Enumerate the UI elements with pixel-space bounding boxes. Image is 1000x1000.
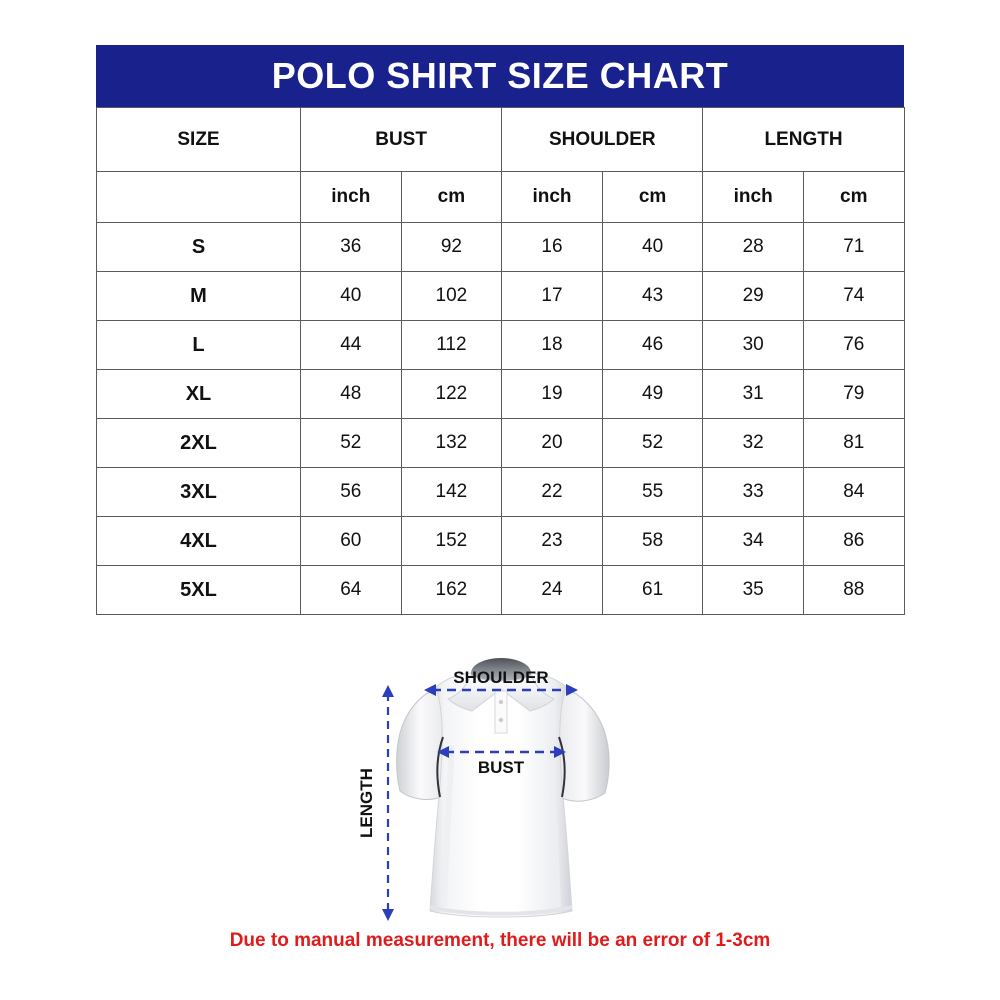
cell-shoulder-inch: 19 xyxy=(501,369,603,419)
bust-label: BUST xyxy=(478,758,525,777)
cell-length-cm: 79 xyxy=(802,369,905,419)
cell-length-inch: 35 xyxy=(702,565,804,615)
cell-length-cm: 86 xyxy=(802,516,905,566)
cell-shoulder-inch: 24 xyxy=(501,565,603,615)
page-title: POLO SHIRT SIZE CHART xyxy=(96,45,904,107)
cell-length-cm: 74 xyxy=(802,271,905,321)
shirt-placket xyxy=(494,690,508,734)
table-row: 4XL 60 152 23 58 34 86 xyxy=(96,516,905,566)
table-row: L 44 112 18 46 30 76 xyxy=(96,320,905,370)
cell-shoulder-cm: 40 xyxy=(601,222,704,272)
cell-length-cm: 76 xyxy=(802,320,905,370)
shirt-armhole-right xyxy=(558,736,566,798)
cell-size: S xyxy=(96,222,301,272)
cell-bust-inch: 44 xyxy=(300,320,402,370)
table-unit-header-row: inch cm inch cm inch cm xyxy=(96,171,905,223)
cell-length-inch: 28 xyxy=(702,222,804,272)
cell-bust-inch: 56 xyxy=(300,467,402,517)
shirt-fold-left xyxy=(441,744,455,908)
measurement-diagram: SHOULDER BUST LENGTH xyxy=(0,625,1000,935)
cell-bust-cm: 112 xyxy=(400,320,503,370)
cell-shoulder-inch: 20 xyxy=(501,418,603,468)
shirt-button-top xyxy=(498,699,504,705)
cell-length-cm: 88 xyxy=(802,565,905,615)
shirt-body xyxy=(429,672,573,918)
cell-shoulder-cm: 52 xyxy=(601,418,704,468)
cell-bust-cm: 162 xyxy=(400,565,503,615)
cell-shoulder-cm: 58 xyxy=(601,516,704,566)
cell-length-inch: 34 xyxy=(702,516,804,566)
cell-length-inch: 30 xyxy=(702,320,804,370)
cell-shoulder-inch: 22 xyxy=(501,467,603,517)
unit-bust-inch: inch xyxy=(300,171,402,223)
measurement-note: Due to manual measurement, there will be… xyxy=(229,930,771,951)
size-table: SIZE BUST SHOULDER LENGTH inch cm inch c… xyxy=(96,107,905,615)
cell-size: XL xyxy=(96,369,301,419)
table-row: 2XL 52 132 20 52 32 81 xyxy=(96,418,905,468)
table-row: XL 48 122 19 49 31 79 xyxy=(96,369,905,419)
shirt-fold-right xyxy=(547,744,561,908)
bust-measure-arrow xyxy=(437,746,566,758)
cell-bust-cm: 92 xyxy=(400,222,503,272)
length-measure-arrow xyxy=(382,685,394,921)
cell-bust-inch: 52 xyxy=(300,418,402,468)
cell-shoulder-inch: 17 xyxy=(501,271,603,321)
cell-size: L xyxy=(96,320,301,370)
cell-shoulder-cm: 43 xyxy=(601,271,704,321)
shirt-collar xyxy=(447,674,555,712)
cell-size: 5XL xyxy=(96,565,301,615)
cell-length-cm: 81 xyxy=(802,418,905,468)
cell-bust-cm: 152 xyxy=(400,516,503,566)
unit-blank-cell xyxy=(96,171,301,223)
cell-length-inch: 33 xyxy=(702,467,804,517)
unit-length-cm: cm xyxy=(802,171,905,223)
table-row: S 36 92 16 40 28 71 xyxy=(96,222,905,272)
cell-bust-cm: 102 xyxy=(400,271,503,321)
cell-size: 3XL xyxy=(96,467,301,517)
cell-shoulder-cm: 46 xyxy=(601,320,704,370)
cell-size: 2XL xyxy=(96,418,301,468)
cell-bust-inch: 60 xyxy=(300,516,402,566)
table-row: 5XL 64 162 24 61 35 88 xyxy=(96,565,905,615)
unit-length-inch: inch xyxy=(702,171,804,223)
cell-shoulder-inch: 18 xyxy=(501,320,603,370)
cell-size: M xyxy=(96,271,301,321)
unit-shoulder-cm: cm xyxy=(601,171,704,223)
cell-bust-inch: 48 xyxy=(300,369,402,419)
table-row: M 40 102 17 43 29 74 xyxy=(96,271,905,321)
unit-shoulder-inch: inch xyxy=(501,171,603,223)
shoulder-label: SHOULDER xyxy=(453,668,548,687)
cell-bust-cm: 132 xyxy=(400,418,503,468)
shirt-button-bottom xyxy=(498,717,504,723)
cell-bust-cm: 142 xyxy=(400,467,503,517)
column-header-bust: BUST xyxy=(299,107,503,172)
cell-bust-inch: 36 xyxy=(300,222,402,272)
cell-length-inch: 29 xyxy=(702,271,804,321)
cell-shoulder-inch: 16 xyxy=(501,222,603,272)
cell-bust-inch: 64 xyxy=(300,565,402,615)
cell-length-cm: 84 xyxy=(802,467,905,517)
cell-bust-cm: 122 xyxy=(400,369,503,419)
table-group-header-row: SIZE BUST SHOULDER LENGTH xyxy=(96,107,905,172)
shoulder-measure-arrow xyxy=(424,684,578,696)
size-chart: POLO SHIRT SIZE CHART SIZE BUST SHOULDER… xyxy=(96,45,905,615)
cell-length-inch: 32 xyxy=(702,418,804,468)
cell-size: 4XL xyxy=(96,516,301,566)
polo-shirt-illustration xyxy=(396,658,610,918)
cell-bust-inch: 40 xyxy=(300,271,402,321)
column-header-length: LENGTH xyxy=(702,107,905,172)
length-label: LENGTH xyxy=(357,768,376,838)
shirt-armhole-left xyxy=(436,736,444,798)
column-header-shoulder: SHOULDER xyxy=(501,107,704,172)
cell-shoulder-cm: 49 xyxy=(601,369,704,419)
cell-shoulder-cm: 61 xyxy=(601,565,704,615)
cell-length-cm: 71 xyxy=(802,222,905,272)
cell-length-inch: 31 xyxy=(702,369,804,419)
unit-bust-cm: cm xyxy=(400,171,503,223)
column-header-size: SIZE xyxy=(96,107,301,172)
cell-shoulder-inch: 23 xyxy=(501,516,603,566)
shirt-hem xyxy=(429,905,573,916)
table-row: 3XL 56 142 22 55 33 84 xyxy=(96,467,905,517)
cell-shoulder-cm: 55 xyxy=(601,467,704,517)
